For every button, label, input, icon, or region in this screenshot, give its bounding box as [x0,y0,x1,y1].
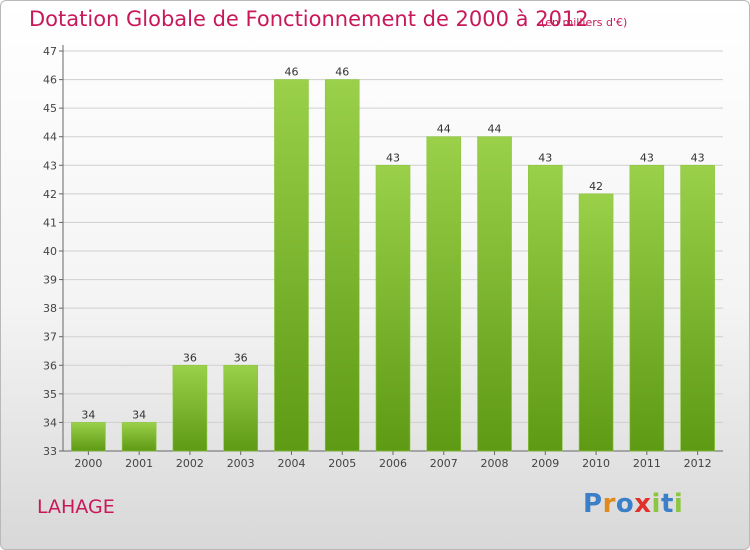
x-tick-label: 2003 [227,457,255,470]
bar-2008 [477,136,512,452]
data-label: 43 [386,151,400,164]
x-tick-label: 2011 [633,457,661,470]
data-label: 46 [335,66,349,79]
x-tick-label: 2008 [481,457,509,470]
y-tick-label: 41 [43,216,57,229]
x-tick-label: 2004 [277,457,305,470]
bar-2005 [324,79,360,452]
y-tick-label: 36 [43,359,57,372]
chart-title: Dotation Globale de Fonctionnement de 20… [29,7,589,31]
y-tick-label: 39 [43,274,57,287]
bar-2002 [172,364,208,452]
bar-2012 [680,164,715,452]
data-label: 34 [132,408,146,421]
data-label: 46 [284,66,298,79]
data-label: 44 [488,123,502,136]
x-tick-label: 2009 [531,457,559,470]
x-tick-label: 2000 [74,457,102,470]
x-tick-label: 2010 [582,457,610,470]
bar-2004 [274,79,309,452]
x-tick-label: 2007 [430,457,458,470]
y-tick-label: 42 [43,188,57,201]
x-tick-label: 2012 [684,457,712,470]
x-tick-label: 2001 [125,457,153,470]
commune-name: LAHAGE [37,496,115,518]
data-label: 42 [589,180,603,193]
data-label: 43 [538,151,552,164]
data-label: 43 [640,151,654,164]
proxiti-logo: Proxiti [583,489,684,519]
x-tick-label: 2005 [328,457,356,470]
bar-2010 [578,193,614,452]
y-tick-label: 38 [43,302,57,315]
y-tick-label: 35 [43,388,57,401]
y-tick-label: 40 [43,245,57,258]
y-tick-label: 45 [43,102,57,115]
y-tick-label: 34 [43,416,57,429]
x-tick-label: 2006 [379,457,407,470]
y-tick-label: 33 [43,445,57,458]
data-label: 34 [81,408,95,421]
bars [71,79,715,452]
bar-2000 [71,422,106,452]
data-label: 44 [437,123,451,136]
y-tick-label: 44 [43,131,57,144]
bar-2009 [528,164,563,452]
y-tick-label: 46 [43,74,57,87]
y-tick-label: 47 [43,45,57,58]
y-tick-label: 37 [43,331,57,344]
bar-2003 [223,364,258,452]
bar-2007 [426,136,462,452]
data-labels: 34 34 36 36 46 46 43 44 44 43 42 43 43 [81,66,704,422]
bar-2006 [375,164,411,452]
bar-2001 [121,422,157,452]
data-label: 36 [183,351,197,364]
chart-subtitle: (en milliers d'€) [541,16,628,29]
x-tick-label: 2002 [176,457,204,470]
data-label: 36 [234,351,248,364]
bar-2011 [629,164,665,452]
y-tick-label: 43 [43,159,57,172]
data-label: 43 [691,151,705,164]
